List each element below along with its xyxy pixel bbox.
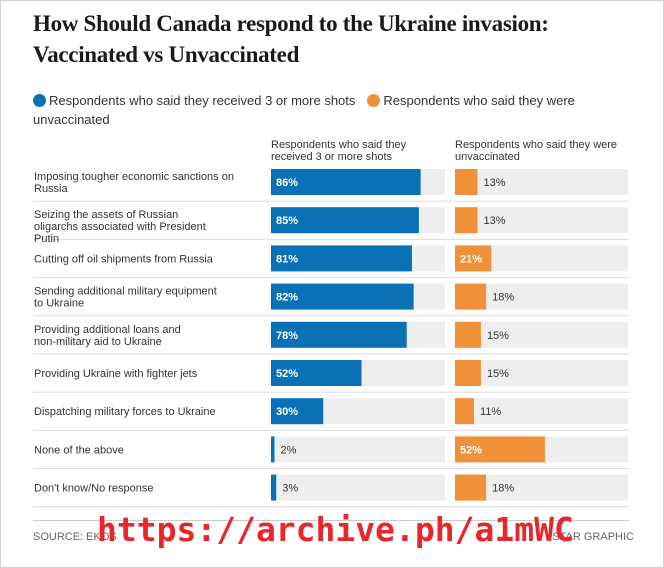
bar-unvaccinated xyxy=(455,283,487,310)
legend-label-vaccinated: Respondents who said they received 3 or … xyxy=(49,93,356,108)
value-label-unvaccinated: 13% xyxy=(483,177,505,189)
bar-vaccinated xyxy=(271,283,414,310)
bar-track-vaccinated xyxy=(271,474,445,501)
bar-track-unvaccinated xyxy=(455,398,628,425)
bar-vaccinated xyxy=(271,245,412,272)
bar-vaccinated xyxy=(271,398,324,425)
bar-vaccinated xyxy=(271,321,407,348)
category-label: Imposing tougher economic sanctions on Ru… xyxy=(34,171,234,195)
bar-track-vaccinated xyxy=(271,436,445,463)
bar-vaccinated xyxy=(271,474,277,501)
column-header-unvaccinated: Respondents who said they were unvaccina… xyxy=(455,139,618,163)
value-label-unvaccinated: 52% xyxy=(460,444,482,456)
value-label-vaccinated: 86% xyxy=(276,177,298,189)
bar-unvaccinated xyxy=(455,169,478,195)
archive-url-watermark[interactable]: https://archive.ph/a1mWC xyxy=(97,510,574,549)
legend-swatch-unvaccinated xyxy=(367,94,381,107)
value-label-vaccinated: 2% xyxy=(280,444,296,456)
bar-unvaccinated xyxy=(455,321,481,348)
legend: Respondents who said they received 3 or … xyxy=(33,91,633,129)
value-label-unvaccinated: 21% xyxy=(460,253,482,265)
bar-unvaccinated xyxy=(455,436,545,463)
graphic-credit: STAR GRAPHIC xyxy=(552,531,634,543)
category-label: Providing additional loans and non-milita… xyxy=(34,324,181,348)
bar-vaccinated xyxy=(271,169,421,195)
legend-swatch-vaccinated xyxy=(33,94,46,107)
bar-unvaccinated xyxy=(455,398,475,425)
value-label-vaccinated: 81% xyxy=(276,253,298,265)
bar-unvaccinated xyxy=(455,360,481,386)
bar-unvaccinated xyxy=(455,474,487,501)
value-label-vaccinated: 82% xyxy=(276,292,298,304)
value-label-unvaccinated: 15% xyxy=(487,330,509,342)
value-label-vaccinated: 3% xyxy=(282,483,298,495)
category-label: Cutting off oil shipments from Russia xyxy=(34,253,214,265)
category-label: Seizing the assets of Russian oligarchs a… xyxy=(34,209,206,245)
chart-title: How Should Canada respond to the Ukraine… xyxy=(33,11,549,67)
bar-track-unvaccinated xyxy=(455,321,628,348)
footer-divider xyxy=(33,520,629,521)
category-label: Dispatching military forces to Ukraine xyxy=(34,406,216,418)
bar-unvaccinated xyxy=(455,207,478,234)
value-label-vaccinated: 30% xyxy=(276,406,298,418)
bar-track-unvaccinated xyxy=(455,169,628,195)
value-label-vaccinated: 85% xyxy=(276,215,298,227)
value-label-unvaccinated: 11% xyxy=(480,406,501,418)
value-label-unvaccinated: 18% xyxy=(492,483,514,495)
category-label: Don't know/No response xyxy=(34,483,154,495)
value-label-unvaccinated: 18% xyxy=(492,292,514,304)
bar-unvaccinated xyxy=(455,245,492,272)
value-label-unvaccinated: 13% xyxy=(483,215,505,227)
category-label: None of the above xyxy=(34,444,124,456)
bar-track-unvaccinated xyxy=(455,207,628,234)
bar-track-unvaccinated xyxy=(455,360,628,386)
category-label: Sending additional military equipment to … xyxy=(34,286,217,310)
column-header-vaccinated: Respondents who said they received 3 or … xyxy=(271,139,407,163)
legend-label-unvaccinated: Respondents who said they were unvaccina… xyxy=(33,93,575,127)
category-label: Providing Ukraine with fighter jets xyxy=(34,368,198,380)
bar-vaccinated xyxy=(271,360,362,386)
bar-vaccinated xyxy=(271,207,419,234)
bar-vaccinated xyxy=(271,436,275,463)
value-label-vaccinated: 78% xyxy=(276,330,298,342)
value-label-vaccinated: 52% xyxy=(276,368,298,380)
source-note: SOURCE: EKOS xyxy=(33,531,117,543)
value-label-unvaccinated: 15% xyxy=(487,368,509,380)
